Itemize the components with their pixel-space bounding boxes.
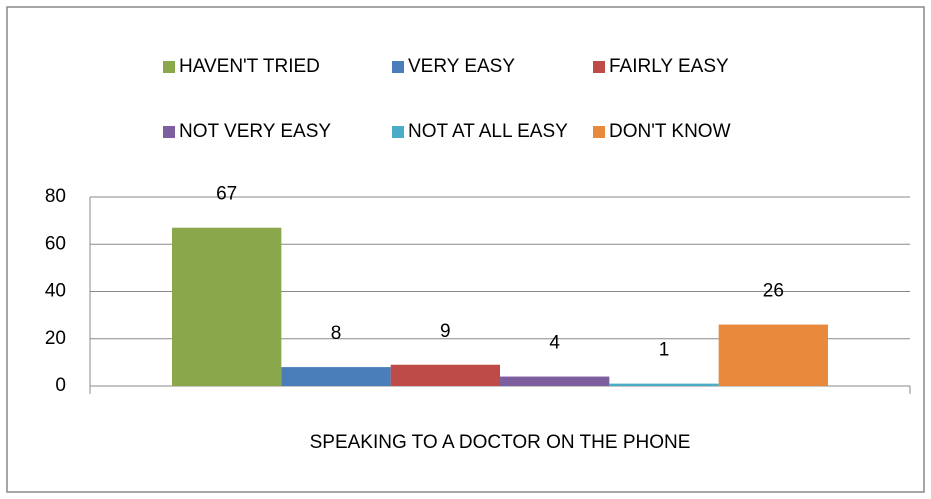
legend-swatch <box>593 61 605 73</box>
data-label: 1 <box>659 340 670 361</box>
y-tick-label: 0 <box>55 375 66 396</box>
legend-swatch <box>163 61 175 73</box>
legend-swatch <box>392 126 404 138</box>
legend-label: VERY EASY <box>408 56 515 77</box>
y-tick-label: 40 <box>45 281 66 302</box>
bar <box>609 383 719 386</box>
bar <box>500 376 610 386</box>
legend-label: NOT VERY EASY <box>179 121 331 142</box>
bar <box>281 367 391 386</box>
y-tick-label: 60 <box>45 233 66 254</box>
legend-swatch <box>593 126 605 138</box>
data-label: 9 <box>440 321 451 342</box>
legend-label: NOT AT ALL EASY <box>408 121 568 142</box>
chart-frame <box>6 6 925 493</box>
y-tick-label: 20 <box>45 328 66 349</box>
x-tick-label: SPEAKING TO A DOCTOR ON THE PHONE <box>310 432 691 453</box>
legend-label: DON'T KNOW <box>609 121 731 142</box>
data-label: 4 <box>549 333 560 354</box>
bar <box>172 227 282 386</box>
bar <box>390 364 500 386</box>
data-label: 67 <box>216 184 237 205</box>
data-label: 8 <box>331 323 342 344</box>
bar <box>718 324 828 386</box>
legend-swatch <box>392 61 404 73</box>
data-label: 26 <box>763 281 784 302</box>
legend-label: FAIRLY EASY <box>609 56 729 77</box>
legend-swatch <box>163 126 175 138</box>
y-tick-label: 80 <box>45 186 66 207</box>
legend-label: HAVEN'T TRIED <box>179 56 320 77</box>
